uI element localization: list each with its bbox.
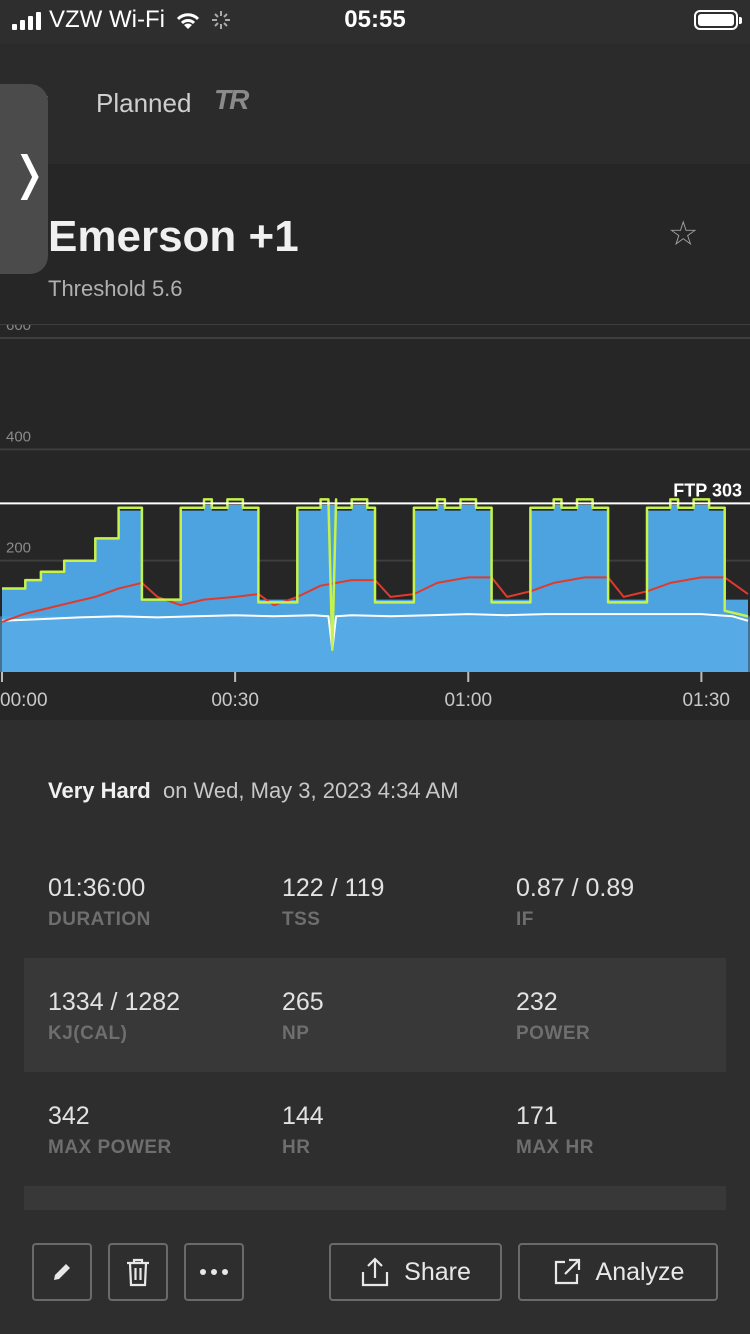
stat-value: 1334 / 1282 — [48, 988, 181, 1016]
stat-value: 01:36:00 — [48, 874, 146, 902]
stat-value: 171 — [516, 1102, 558, 1130]
x-tick-label: 01:30 — [682, 690, 730, 711]
clock: 05:55 — [344, 6, 406, 33]
analyze-label: Analyze — [595, 1257, 685, 1286]
workout-subtitle: Threshold 5.6 — [48, 276, 183, 301]
stat-value: 265 — [282, 988, 324, 1016]
stat-kj: 1334 / 1282 KJ(CAL) — [48, 988, 180, 1045]
star-icon[interactable]: ☆ — [668, 215, 699, 253]
stat-hr: 144 HR — [282, 1102, 324, 1159]
activity-spinner-icon — [211, 11, 230, 29]
stat-value: 0.87 / 0.89 — [516, 874, 635, 902]
power-chart: 600 400 200 FTP 303 00:00 00:30 01:00 01:30 — [0, 324, 750, 711]
y-tick-label: 200 — [6, 540, 31, 557]
stats-row: 01:36:00 DURATION 122 / 119 TSS 0.87 / 0.8… — [24, 844, 726, 958]
edit-button[interactable] — [32, 1243, 92, 1301]
share-label: Share — [404, 1257, 471, 1286]
workout-chart: 600 400 200 FTP 303 00:00 00:30 01:00 01:30 — [0, 324, 750, 720]
share-icon — [362, 1257, 389, 1287]
stat-value: 232 — [516, 988, 558, 1016]
pencil-icon — [54, 1264, 70, 1280]
x-tick-label: 00:00 — [0, 690, 48, 711]
completion-date: on Wed, May 3, 2023 4:34 AM — [162, 778, 459, 803]
more-button[interactable] — [184, 1243, 244, 1301]
stat-label: DURATION — [48, 909, 151, 930]
ftp-label: FTP 303 — [673, 480, 742, 500]
trainerroad-logo: TR — [214, 84, 249, 115]
x-tick-label: 01:00 — [444, 690, 492, 711]
y-tick-label: 600 — [6, 324, 31, 334]
stat-label: HR — [282, 1137, 311, 1158]
delete-button[interactable] — [108, 1243, 168, 1301]
cell-signal-icon — [12, 10, 41, 30]
status-bar: VZW Wi-Fi 05:55 — [0, 0, 750, 44]
y-tick-label: 400 — [6, 428, 31, 445]
stat-label: IF — [516, 909, 534, 930]
stat-max-hr: 171 MAX HR — [516, 1102, 594, 1159]
stats-row: 1334 / 1282 KJ(CAL) 265 NP 232 POWER — [24, 958, 726, 1072]
ellipsis-icon — [200, 1269, 228, 1275]
stat-tss: 122 / 119 TSS — [282, 874, 384, 931]
chevron-right-icon: ❭ — [10, 147, 49, 199]
trash-icon — [127, 1258, 149, 1287]
stat-label: POWER — [516, 1023, 591, 1044]
planned-base-band — [0, 616, 750, 672]
external-link-icon — [554, 1258, 580, 1285]
stat-power: 232 POWER — [516, 988, 590, 1045]
workout-header: Emerson +1 Threshold 5.6 ☆ — [0, 164, 750, 324]
stat-value: 342 — [48, 1102, 90, 1130]
stat-max-power: 342 MAX POWER — [48, 1102, 172, 1159]
actual-power-line — [2, 498, 749, 651]
stat-if: 0.87 / 0.89 IF — [516, 874, 634, 931]
difficulty-rating: Very Hard — [48, 778, 151, 803]
side-drawer-handle[interactable]: ❭ — [0, 84, 49, 274]
nav-bar: ‹ Planned TR — [0, 44, 750, 164]
stat-value: 122 / 119 — [282, 874, 385, 902]
stats-row-peek — [24, 1186, 726, 1210]
status-left: VZW Wi-Fi — [12, 6, 231, 34]
stat-label: TSS — [282, 909, 321, 930]
workout-title: Emerson +1 — [48, 212, 299, 261]
nav-title: Planned — [96, 88, 192, 118]
stat-label: KJ(CAL) — [48, 1023, 128, 1044]
stat-label: NP — [282, 1023, 310, 1044]
analyze-button[interactable]: Analyze — [518, 1243, 718, 1301]
stat-label: MAX HR — [516, 1137, 594, 1158]
stat-value: 144 — [282, 1102, 324, 1130]
stat-np: 265 NP — [282, 988, 324, 1045]
stats-row: 342 MAX POWER 144 HR 171 MAX HR — [24, 1072, 726, 1186]
battery-icon — [694, 10, 742, 30]
stat-duration: 01:36:00 DURATION — [48, 874, 151, 931]
workout-summary: Very Hard on Wed, May 3, 2023 4:34 AM — [48, 778, 459, 804]
stat-label: MAX POWER — [48, 1137, 172, 1158]
share-button[interactable]: Share — [329, 1243, 502, 1301]
cadence-line — [1, 613, 749, 651]
wifi-icon — [176, 13, 200, 29]
x-tick-label: 00:30 — [211, 690, 259, 711]
carrier-label: VZW Wi-Fi — [49, 6, 165, 33]
